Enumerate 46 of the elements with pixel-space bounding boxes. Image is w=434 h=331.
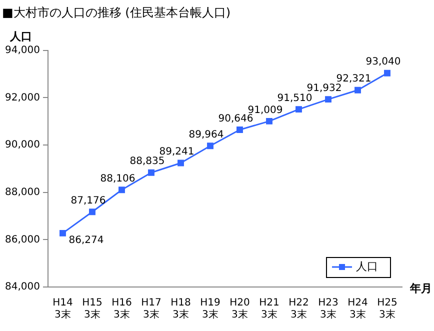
point (118, 186, 125, 194)
point (60, 230, 66, 236)
x-tick-label: H23 3末 (318, 298, 338, 321)
point (207, 142, 214, 150)
x-tick-label: H21 3末 (259, 298, 280, 321)
point (325, 96, 332, 103)
data-label: 88,106 (100, 173, 136, 184)
x-tick-label: H22 3末 (288, 298, 309, 321)
point (266, 118, 272, 124)
y-tick-label: 90,000 (4, 140, 40, 151)
y-tick-label: 92,000 (4, 92, 40, 104)
y-tick-label: 84,000 (4, 282, 40, 293)
data-label: 89,241 (159, 146, 194, 158)
point (236, 126, 243, 133)
data-label: 91,510 (277, 92, 312, 104)
x-tick-label: H17 3末 (141, 298, 162, 321)
data-label: 88,835 (130, 156, 165, 168)
point (148, 169, 154, 176)
x-tick-label: H20 3末 (230, 298, 250, 321)
x-tick-label: H25 3末 (377, 298, 398, 321)
legend-label: 人口 (356, 260, 378, 273)
point (178, 160, 184, 166)
x-tick-label: H14 3末 (52, 298, 73, 321)
data-label: 86,274 (68, 234, 104, 246)
data-label: 90,646 (218, 113, 254, 124)
point (354, 86, 361, 94)
x-tick-label: H24 3末 (348, 298, 368, 321)
y-axis-title: 人口 (9, 30, 32, 43)
x-tick-label: H16 3末 (112, 298, 132, 321)
x-tick-label: H18 3末 (170, 298, 191, 321)
chart-title: ■大村市の人口の推移 (住民基本台帳人口) (2, 5, 231, 20)
data-label: 93,040 (366, 56, 401, 68)
point (296, 106, 302, 113)
x-tick-label: H15 3末 (82, 298, 102, 321)
x-tick-label: H19 3末 (200, 298, 220, 321)
data-label: 91,932 (306, 82, 342, 94)
y-tick-label: 88,000 (4, 186, 40, 198)
y-tick-label: 86,000 (4, 234, 40, 246)
data-label: 92,321 (336, 74, 372, 85)
data-label: 87,176 (70, 195, 106, 206)
data-label: 91,009 (248, 104, 283, 116)
point (89, 208, 96, 216)
data-label: 89,964 (188, 129, 224, 140)
y-tick-label: 94,000 (4, 44, 40, 56)
point (384, 70, 390, 76)
x-axis-title: 年月 (409, 282, 432, 295)
